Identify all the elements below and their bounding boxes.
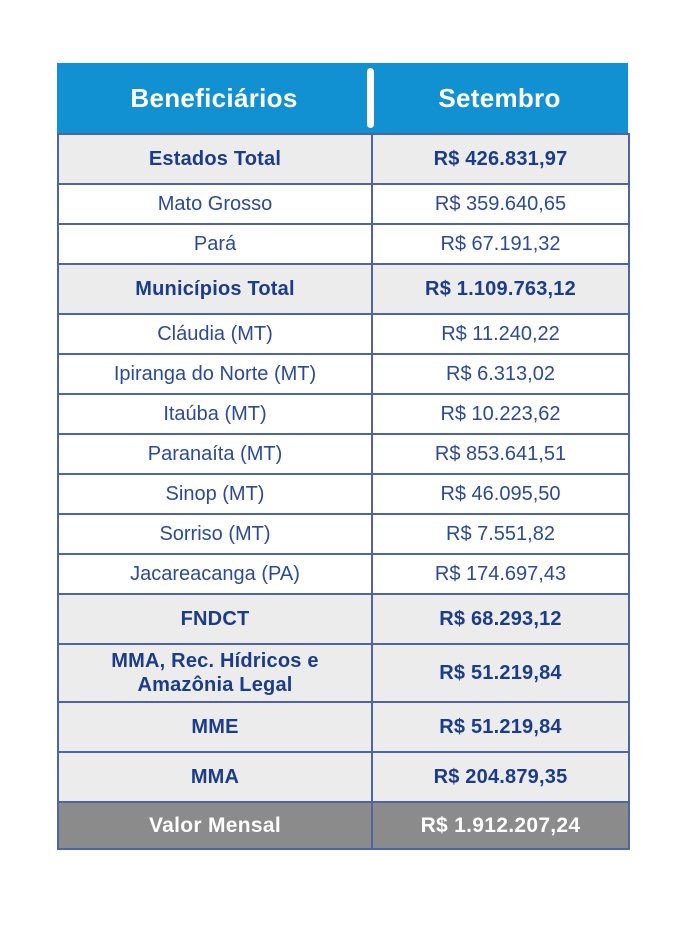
row-label-cell: Jacareacanga (PA) [57,553,373,595]
table-row: Paranaíta (MT) R$ 853.641,51 [57,433,630,475]
table-row: MMA, Rec. Hídricos e Amazônia Legal R$ 5… [57,643,630,703]
table-row: Jacareacanga (PA) R$ 174.697,43 [57,553,630,595]
table-row: Itaúba (MT) R$ 10.223,62 [57,393,630,435]
table-body: Estados Total R$ 426.831,97 Mato Grosso … [57,133,630,850]
table-row: Estados Total R$ 426.831,97 [57,133,630,185]
table-row: Pará R$ 67.191,32 [57,223,630,265]
row-value-cell: R$ 1.912.207,24 [371,801,630,850]
table-row: Cláudia (MT) R$ 11.240,22 [57,313,630,355]
row-label-cell: Sorriso (MT) [57,513,373,555]
row-value-cell: R$ 426.831,97 [371,133,630,185]
row-label-cell: Valor Mensal [57,801,373,850]
table-row: Ipiranga do Norte (MT) R$ 6.313,02 [57,353,630,395]
row-value-cell: R$ 6.313,02 [371,353,630,395]
column-header-setembro: Setembro [438,82,561,113]
row-label-cell: Pará [57,223,373,265]
table-row: Sinop (MT) R$ 46.095,50 [57,473,630,515]
row-value-cell: R$ 11.240,22 [371,313,630,355]
row-label-cell: MME [57,701,373,753]
table-row: Sorriso (MT) R$ 7.551,82 [57,513,630,555]
column-header-beneficiarios: Beneficiários [130,82,298,113]
data-table: Estados Total R$ 426.831,97 Mato Grosso … [57,133,630,850]
row-label-cell: Sinop (MT) [57,473,373,515]
table-row: FNDCT R$ 68.293,12 [57,593,630,645]
table-header: Beneficiários Setembro [57,63,628,133]
row-label-cell: MMA, Rec. Hídricos e Amazônia Legal [57,643,373,703]
row-value-cell: R$ 51.219,84 [371,643,630,703]
benefits-table-figure: Beneficiários Setembro Estados Total R$ … [57,63,630,850]
table-row: MME R$ 51.219,84 [57,701,630,753]
row-label-cell: Paranaíta (MT) [57,433,373,475]
row-label-cell: Municípios Total [57,263,373,315]
row-label-cell: Cláudia (MT) [57,313,373,355]
row-value-cell: R$ 46.095,50 [371,473,630,515]
row-label-cell: Ipiranga do Norte (MT) [57,353,373,395]
row-value-cell: R$ 10.223,62 [371,393,630,435]
row-label-cell: Estados Total [57,133,373,185]
row-value-cell: R$ 68.293,12 [371,593,630,645]
row-value-cell: R$ 1.109.763,12 [371,263,630,315]
row-value-cell: R$ 853.641,51 [371,433,630,475]
table-row: Mato Grosso R$ 359.640,65 [57,183,630,225]
row-value-cell: R$ 174.697,43 [371,553,630,595]
row-value-cell: R$ 359.640,65 [371,183,630,225]
table-row: Valor Mensal R$ 1.912.207,24 [57,801,630,850]
row-value-cell: R$ 67.191,32 [371,223,630,265]
row-value-cell: R$ 204.879,35 [371,751,630,803]
row-label-cell: Mato Grosso [57,183,373,225]
table-row: MMA R$ 204.879,35 [57,751,630,803]
row-value-cell: R$ 51.219,84 [371,701,630,753]
table-row: Municípios Total R$ 1.109.763,12 [57,263,630,315]
row-label-cell: MMA [57,751,373,803]
row-label-cell: FNDCT [57,593,373,645]
row-label-cell: Itaúba (MT) [57,393,373,435]
header-divider [367,68,374,128]
row-value-cell: R$ 7.551,82 [371,513,630,555]
